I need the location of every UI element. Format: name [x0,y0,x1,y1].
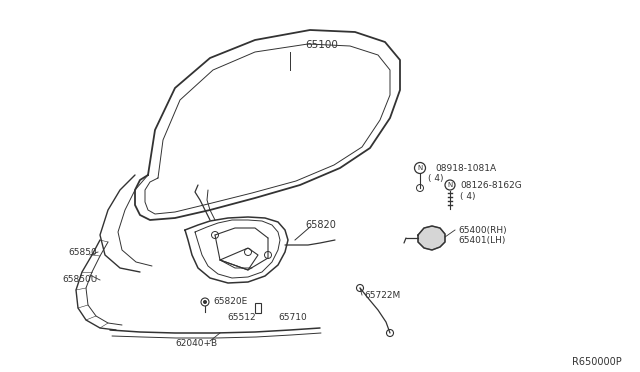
Text: 65710: 65710 [278,314,307,323]
Text: 65100: 65100 [305,40,338,50]
Text: 08126-8162G: 08126-8162G [460,180,522,189]
Text: 65401(LH): 65401(LH) [458,235,506,244]
Text: 65820E: 65820E [213,298,247,307]
Circle shape [203,300,207,304]
Text: 65850U: 65850U [62,276,97,285]
Text: R650000P: R650000P [572,357,621,367]
Text: 65850: 65850 [68,247,97,257]
Polygon shape [418,226,445,250]
Text: 65512: 65512 [228,314,256,323]
Text: 65400(RH): 65400(RH) [458,225,507,234]
Text: 65722M: 65722M [364,291,400,299]
Text: ( 4): ( 4) [460,192,476,201]
Text: N: N [417,165,422,171]
Text: 08918-1081A: 08918-1081A [435,164,496,173]
Text: N: N [447,182,452,188]
Text: 62040+B: 62040+B [175,339,217,347]
Text: ( 4): ( 4) [428,173,444,183]
Text: 65820: 65820 [305,220,336,230]
